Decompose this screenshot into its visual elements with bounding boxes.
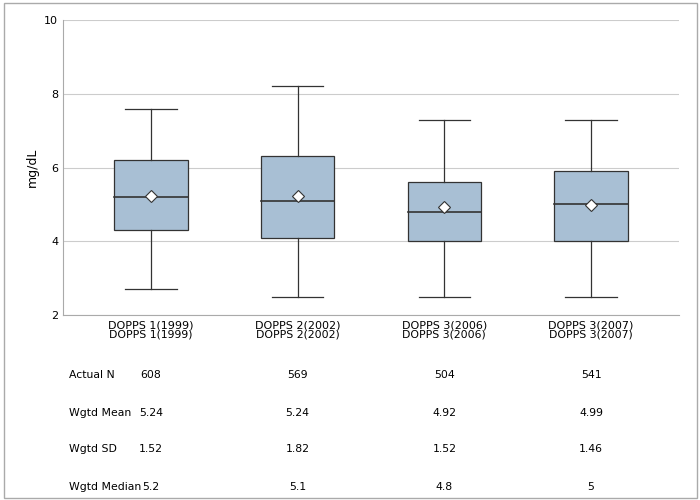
Text: DOPPS 2(2002): DOPPS 2(2002) (256, 330, 340, 340)
Text: 541: 541 (581, 370, 601, 380)
Text: 4.99: 4.99 (579, 408, 603, 418)
Text: 5.24: 5.24 (139, 408, 163, 418)
Text: DOPPS 3(2007): DOPPS 3(2007) (549, 330, 633, 340)
Text: 5.24: 5.24 (286, 408, 309, 418)
Text: 5.1: 5.1 (289, 482, 306, 492)
Text: 5.2: 5.2 (142, 482, 160, 492)
Bar (554, 171, 628, 242)
Bar (407, 182, 481, 242)
Text: 5: 5 (587, 482, 594, 492)
Text: 608: 608 (141, 370, 162, 380)
Text: 4.92: 4.92 (433, 408, 456, 418)
Text: DOPPS 1(1999): DOPPS 1(1999) (109, 330, 192, 340)
Text: DOPPS 3(2006): DOPPS 3(2006) (402, 330, 486, 340)
Text: 1.52: 1.52 (139, 444, 163, 454)
Text: Wgtd SD: Wgtd SD (69, 444, 117, 454)
Text: Wgtd Median: Wgtd Median (69, 482, 141, 492)
Text: 504: 504 (434, 370, 455, 380)
Text: 1.46: 1.46 (579, 444, 603, 454)
Bar (261, 156, 335, 238)
Text: 1.52: 1.52 (433, 444, 456, 454)
Y-axis label: mg/dL: mg/dL (26, 148, 38, 187)
Text: Actual N: Actual N (69, 370, 115, 380)
Bar (114, 160, 188, 230)
Text: 1.82: 1.82 (286, 444, 309, 454)
Text: 569: 569 (288, 370, 308, 380)
Text: Wgtd Mean: Wgtd Mean (69, 408, 132, 418)
Text: 4.8: 4.8 (436, 482, 453, 492)
